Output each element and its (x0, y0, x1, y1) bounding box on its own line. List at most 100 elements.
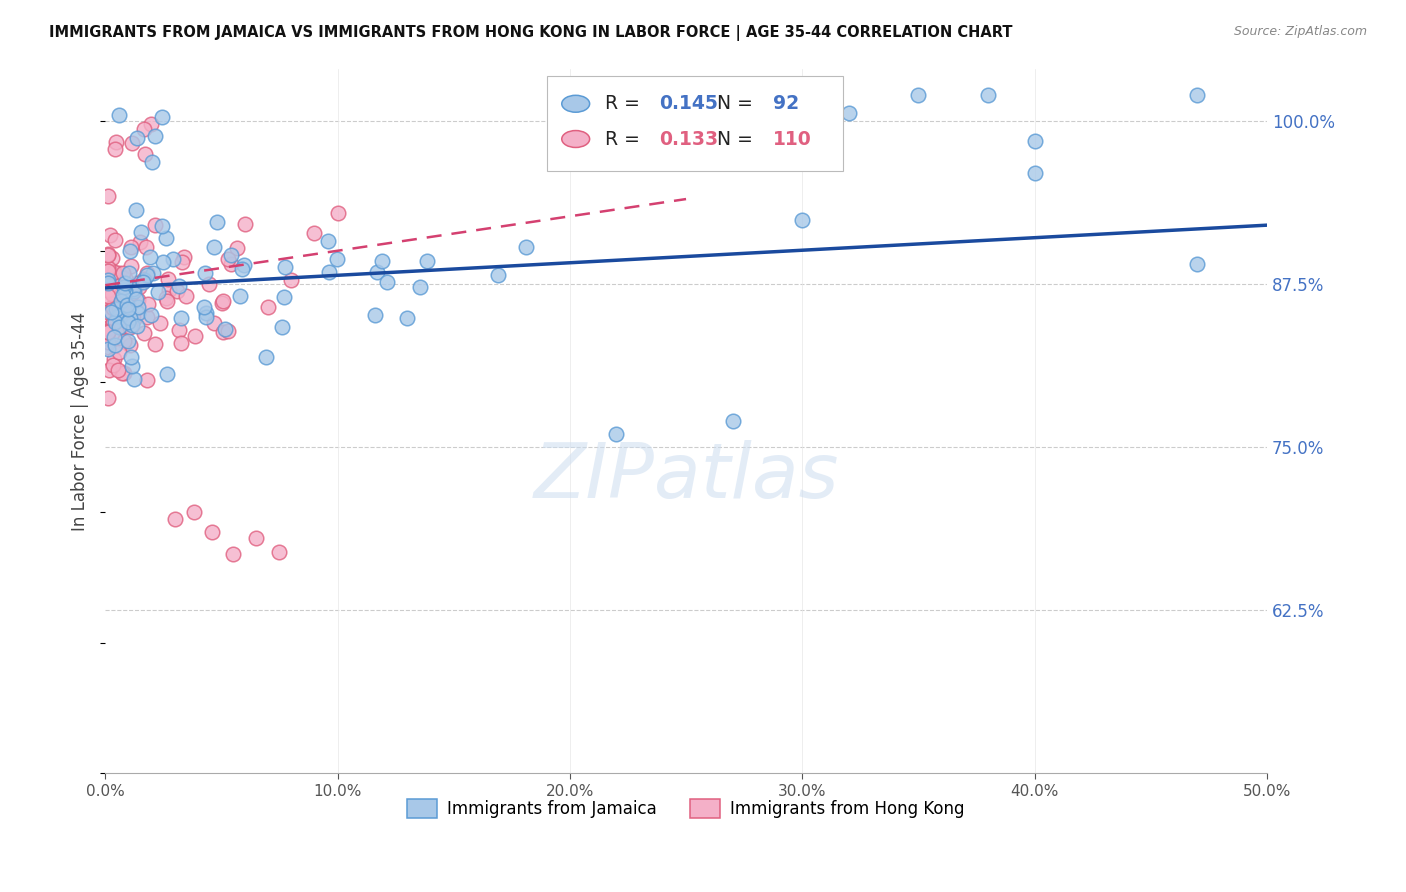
Point (101, 316, 124, 330)
Point (103, 329, 125, 343)
Point (152, 255, 174, 269)
Point (217, 252, 239, 266)
Point (125, 202, 148, 217)
Point (120, 310, 142, 325)
Point (127, 306, 149, 320)
Point (219, 257, 242, 271)
Point (183, 505, 205, 519)
Point (142, 266, 165, 280)
Point (114, 284, 136, 298)
Point (114, 283, 136, 297)
Point (170, 335, 193, 350)
Point (107, 320, 129, 334)
Point (100, 251, 122, 265)
Point (118, 267, 141, 281)
Point (132, 276, 155, 290)
Point (110, 294, 132, 309)
Point (118, 320, 141, 334)
Point (101, 300, 124, 314)
Point (254, 350, 277, 364)
Point (120, 240, 142, 254)
Point (1024, 134, 1046, 148)
Point (205, 215, 228, 229)
Text: N =: N = (717, 129, 754, 148)
Point (150, 219, 173, 233)
Text: 110: 110 (773, 129, 811, 148)
Point (257, 300, 280, 314)
Point (100, 228, 122, 243)
Point (107, 310, 129, 324)
Text: 0.133: 0.133 (659, 129, 718, 148)
Point (486, 268, 509, 282)
Text: ZIPatlas: ZIPatlas (533, 441, 839, 515)
Point (101, 287, 124, 301)
Point (134, 326, 156, 341)
Point (214, 322, 236, 336)
Point (211, 295, 233, 310)
Point (115, 302, 138, 317)
Point (101, 308, 124, 322)
Point (395, 311, 418, 326)
Point (139, 250, 162, 264)
Point (108, 301, 131, 315)
Point (141, 308, 163, 322)
Point (269, 544, 291, 558)
Point (139, 117, 162, 131)
Point (105, 302, 128, 317)
Point (232, 258, 254, 272)
Point (202, 317, 225, 331)
Point (104, 315, 127, 329)
Point (515, 239, 537, 253)
Point (155, 293, 177, 308)
Point (121, 285, 143, 300)
Y-axis label: In Labor Force | Age 35-44: In Labor Force | Age 35-44 (72, 311, 89, 531)
Point (366, 265, 388, 279)
Point (197, 277, 219, 291)
Point (97, 334, 120, 349)
FancyBboxPatch shape (547, 76, 842, 170)
Point (104, 338, 127, 352)
Point (326, 206, 349, 220)
Point (167, 323, 190, 337)
Point (156, 271, 179, 285)
Point (111, 266, 134, 280)
Point (162, 252, 184, 266)
Point (118, 338, 141, 352)
Point (96, 320, 118, 334)
Point (96, 283, 118, 297)
Point (96, 392, 118, 406)
Point (103, 358, 125, 372)
Point (134, 147, 156, 161)
Point (605, 427, 627, 442)
Circle shape (562, 95, 589, 112)
Point (96, 248, 118, 262)
Point (104, 296, 127, 310)
Text: R =: R = (605, 129, 640, 148)
Text: 92: 92 (773, 95, 799, 113)
Point (127, 293, 149, 308)
Point (143, 218, 166, 232)
Point (118, 300, 141, 314)
Point (1185, 87, 1208, 102)
Point (225, 242, 247, 256)
Point (104, 233, 127, 247)
Point (231, 261, 253, 276)
Point (212, 325, 235, 339)
Point (136, 268, 159, 283)
Point (108, 310, 131, 324)
Point (245, 532, 267, 546)
Point (143, 128, 166, 143)
Point (370, 254, 392, 268)
Text: N =: N = (717, 95, 754, 113)
Point (103, 351, 125, 366)
Point (792, 212, 814, 227)
Point (121, 136, 143, 150)
Point (117, 316, 139, 330)
Point (129, 225, 152, 239)
Point (166, 284, 188, 298)
Point (280, 272, 302, 286)
Point (97, 273, 120, 287)
Point (112, 366, 135, 380)
Point (212, 293, 235, 308)
Point (117, 302, 139, 317)
